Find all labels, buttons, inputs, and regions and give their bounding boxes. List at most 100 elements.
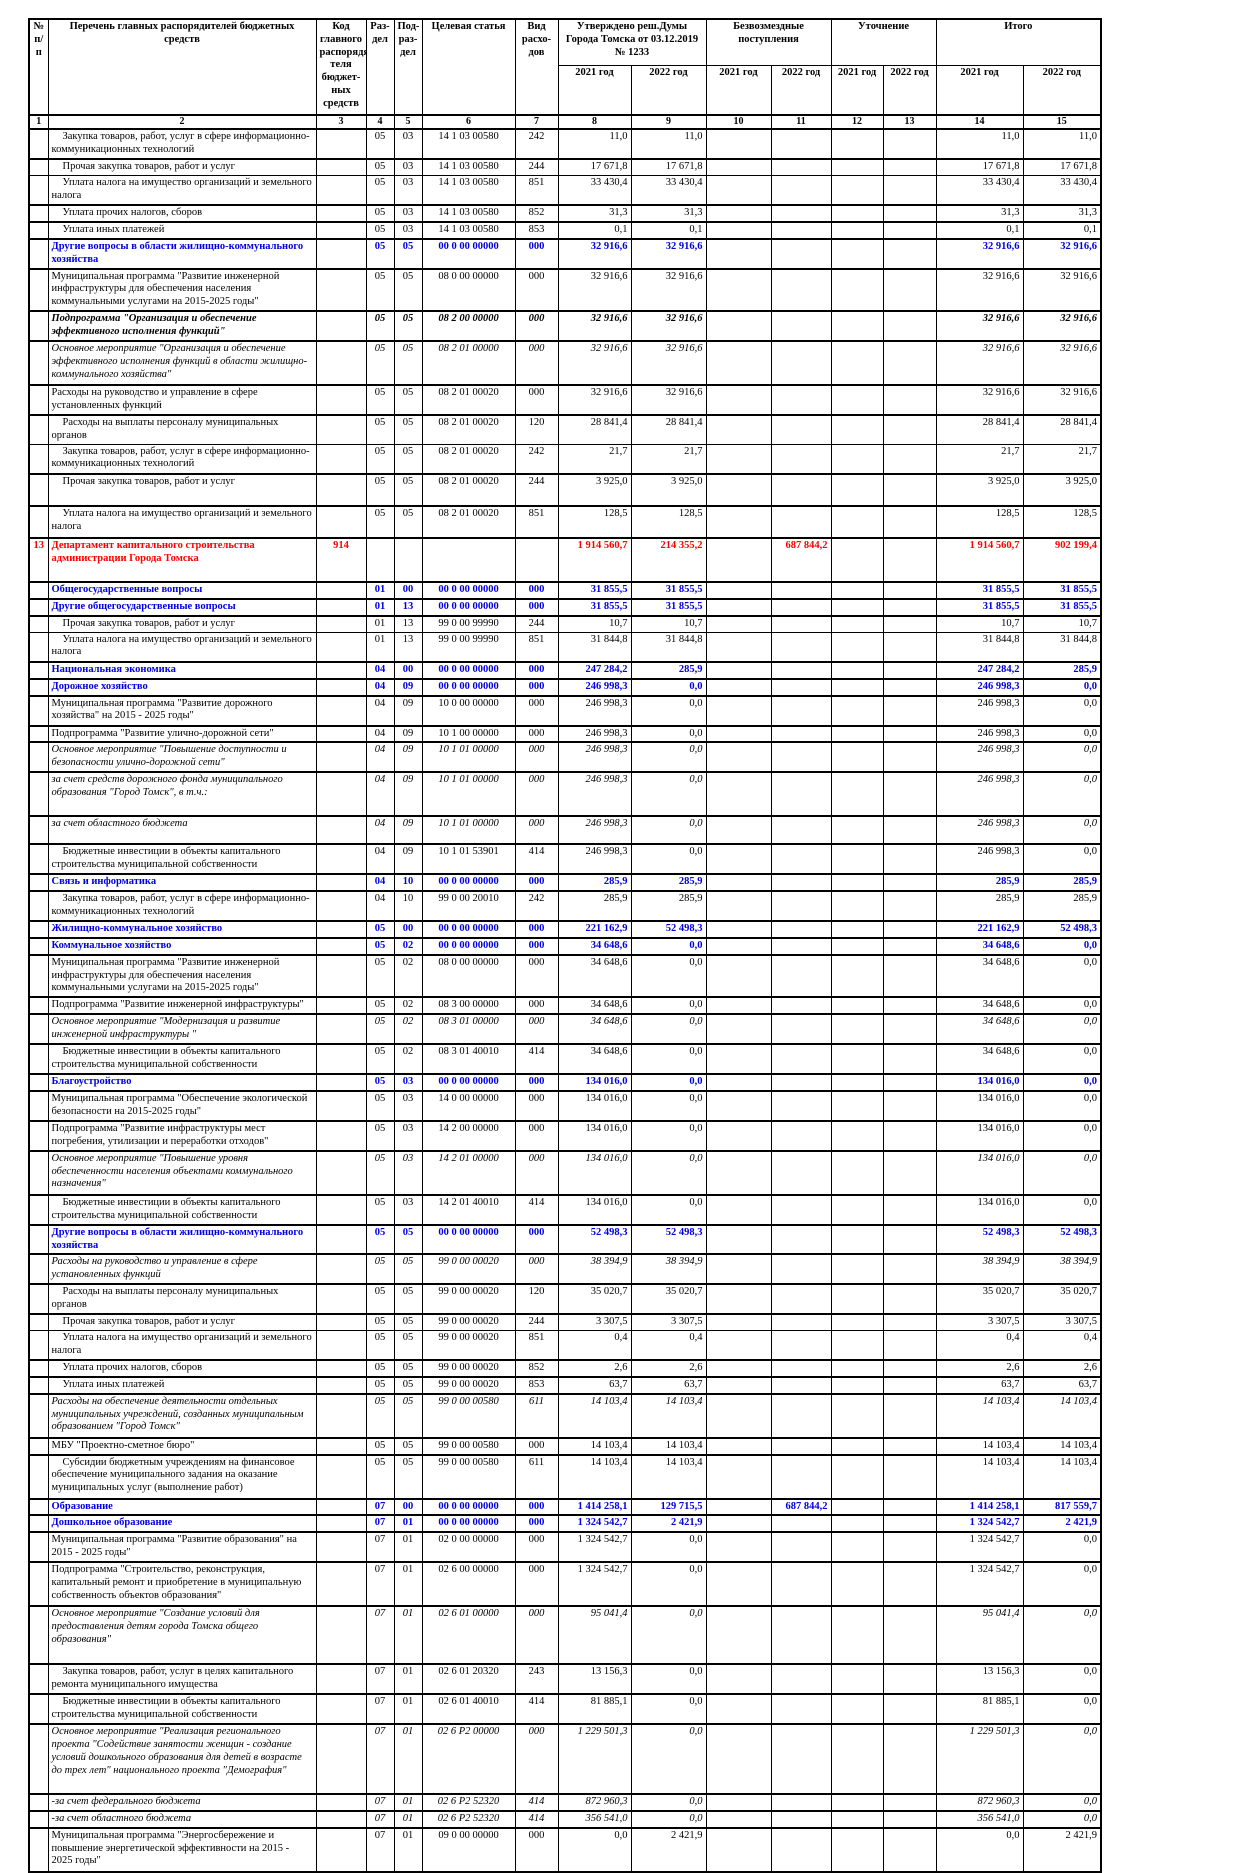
cell-grbs-code (315, 1605, 367, 1665)
cell-grbs-code (315, 1149, 367, 1196)
cell-name: Основное мероприятие "Повышение доступно… (47, 741, 317, 773)
table-row: Благоустройство 05 03 00 0 00 00000 000 134 0… (28, 1073, 1102, 1092)
cell-approved-2021: 246 998,3 (557, 724, 632, 743)
cell-expense-type: 852 (514, 204, 559, 223)
cell-approved-2022: 2 421,9 (630, 1514, 707, 1534)
cell-gratuitous-2022 (770, 1392, 832, 1439)
cell-expense-type: 000 (514, 1531, 559, 1563)
cell-podrazdel: 13 (393, 597, 423, 617)
cell-razdel: 04 (365, 890, 395, 922)
cell-row-number (28, 1663, 49, 1695)
cell-target-article: 14 1 03 00580 (421, 204, 516, 223)
cell-target-article: 08 2 01 00020 (421, 505, 516, 539)
cell-approved-2022: 31,3 (630, 204, 707, 223)
cell-grbs-code (315, 1793, 367, 1812)
cell-approved-2022: 3 925,0 (630, 473, 707, 507)
cell-gratuitous-2022 (770, 174, 832, 206)
cell-gratuitous-2022 (770, 443, 832, 475)
cell-gratuitous-2022 (770, 1793, 832, 1812)
cell-grbs-code (315, 1514, 367, 1534)
cell-gratuitous-2022 (770, 1043, 832, 1075)
cell-total-2022: 17 671,8 (1022, 158, 1102, 176)
cell-total-2021: 1 414 258,1 (935, 1497, 1024, 1517)
cell-total-2022: 285,9 (1022, 661, 1102, 680)
cell-total-2022: 38 394,9 (1022, 1253, 1102, 1285)
cell-gratuitous-2022 (770, 1253, 832, 1285)
cell-expense-type: 000 (514, 384, 559, 416)
cell-row-number (28, 1453, 49, 1500)
cell-gratuitous-2022 (770, 843, 832, 875)
cell-expense-type: 242 (514, 443, 559, 475)
cell-podrazdel: 05 (393, 443, 423, 475)
cell-clarification-2021 (830, 615, 884, 633)
cell-expense-type: 000 (514, 1826, 559, 1873)
table-row: Расходы на выплаты персоналу муниципальн… (28, 1283, 1102, 1315)
cell-razdel: 05 (365, 1359, 395, 1378)
cell-approved-2022: 0,0 (630, 1723, 707, 1795)
cell-target-article: 08 0 00 00000 (421, 954, 516, 998)
cell-clarification-2021 (830, 815, 884, 845)
cell-name: Национальная экономика (47, 661, 317, 680)
cell-podrazdel: 09 (393, 843, 423, 875)
cell-expense-type: 414 (514, 843, 559, 875)
table-row: Расходы на обеспечение деятельности отде… (28, 1392, 1102, 1439)
cell-clarification-2021 (830, 1312, 884, 1331)
cell-target-article: 99 0 00 00020 (421, 1253, 516, 1285)
cell-approved-2021: 14 103,4 (557, 1392, 632, 1439)
cell-total-2022: 52 498,3 (1022, 1223, 1102, 1256)
cell-target-article: 14 1 03 00580 (421, 174, 516, 206)
cell-approved-2021: 31 855,5 (557, 581, 632, 600)
cell-clarification-2022 (882, 384, 937, 416)
cell-name: Расходы на выплаты персоналу муниципальн… (47, 414, 317, 445)
table-row: Образование 07 00 00 0 00 00000 000 1 414 258… (28, 1497, 1102, 1517)
header-group-gratuitous: Безвозмездные поступления (705, 18, 832, 66)
cell-grbs-code (315, 581, 367, 600)
cell-approved-2022: 0,0 (630, 1013, 707, 1045)
cell-podrazdel: 01 (393, 1514, 423, 1534)
cell-approved-2021: 21,7 (557, 443, 632, 475)
cell-row-number (28, 1253, 49, 1285)
cell-approved-2022: 0,0 (630, 677, 707, 697)
table-row: Прочая закупка товаров, работ и услуг 05 0… (28, 473, 1102, 507)
cell-podrazdel: 01 (393, 1531, 423, 1563)
cell-gratuitous-2021 (705, 1089, 772, 1122)
cell-clarification-2022 (882, 996, 937, 1015)
cell-approved-2022: 128,5 (630, 505, 707, 539)
cell-clarification-2022 (882, 1693, 937, 1725)
cell-razdel: 07 (365, 1605, 395, 1665)
cell-target-article: 14 2 01 40010 (421, 1193, 516, 1226)
cell-total-2022: 285,9 (1022, 873, 1102, 893)
cell-clarification-2021 (830, 1073, 884, 1092)
cell-clarification-2021 (830, 954, 884, 998)
cell-approved-2022: 0,0 (630, 1793, 707, 1812)
cell-podrazdel: 01 (393, 1793, 423, 1812)
cell-podrazdel: 02 (393, 954, 423, 998)
table-row: Подпрограмма "Развитие инфраструктуры ме… (28, 1119, 1102, 1152)
cell-row-number (28, 1561, 49, 1607)
cell-approved-2021: 31 855,5 (557, 597, 632, 617)
cell-podrazdel: 02 (393, 1043, 423, 1075)
cell-gratuitous-2022 (770, 1329, 832, 1361)
cell-name: Расходы на руководство и управление в сф… (47, 384, 317, 416)
cell-total-2022: 817 559,7 (1022, 1497, 1102, 1517)
cell-grbs-code (315, 937, 367, 956)
cell-total-2021: 14 103,4 (935, 1436, 1024, 1456)
cell-total-2022: 0,0 (1022, 1119, 1102, 1152)
cell-total-2022: 2 421,9 (1022, 1826, 1102, 1873)
cell-gratuitous-2021 (705, 1436, 772, 1456)
cell-total-2022: 0,0 (1022, 1605, 1102, 1665)
cell-clarification-2022 (882, 631, 937, 663)
cell-expense-type (514, 537, 559, 584)
cell-podrazdel: 05 (393, 384, 423, 416)
cell-name: Образование (47, 1497, 317, 1517)
cell-gratuitous-2022 (770, 771, 832, 817)
cell-clarification-2022 (882, 1497, 937, 1517)
cell-clarification-2022 (882, 1253, 937, 1285)
cell-expense-type: 000 (514, 724, 559, 743)
cell-razdel: 05 (365, 1149, 395, 1196)
table-row: МБУ "Проектно-сметное бюро" 05 05 99 0 00 0… (28, 1436, 1102, 1456)
cell-grbs-code (315, 128, 367, 160)
cell-clarification-2022 (882, 473, 937, 507)
cell-clarification-2021 (830, 268, 884, 312)
cell-name: Бюджетные инвестиции в объекты капитальн… (47, 1043, 317, 1075)
